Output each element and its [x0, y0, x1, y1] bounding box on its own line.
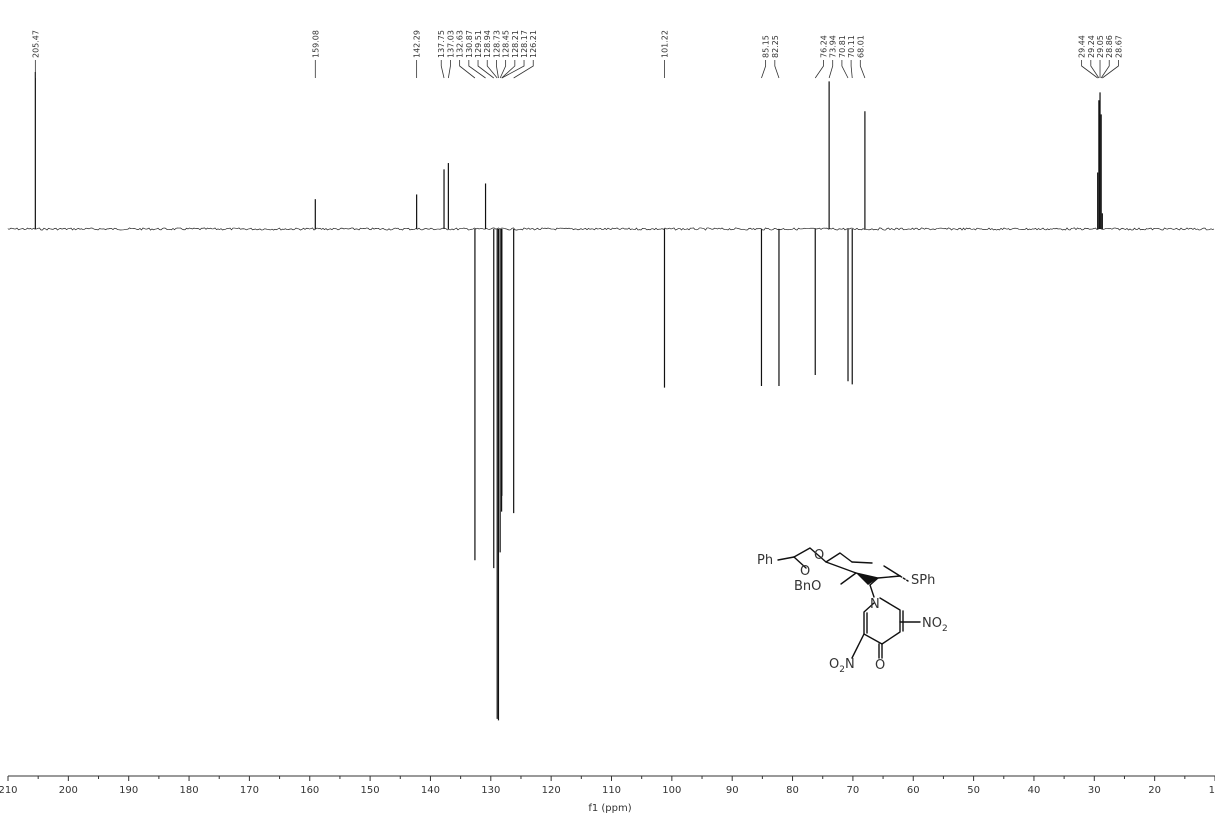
nitro-left-label: O2N [829, 657, 855, 675]
peak-label-leader [513, 60, 534, 79]
molecule-labels: Ph O O BnO SPh N NO2 O2N O [757, 548, 948, 675]
nitro-left-nitrogen: N [845, 657, 855, 672]
peak-label: 128.94 [483, 30, 492, 58]
peak-label: 159.08 [311, 30, 320, 58]
x-tick-label: 70 [847, 785, 860, 796]
peak-label: 29.44 [1078, 35, 1087, 58]
peak-label: 137.03 [446, 30, 455, 58]
x-tick-label: 50 [967, 785, 980, 796]
peak-label: 130.87 [465, 30, 474, 58]
peak-label: 76.24 [820, 35, 829, 58]
x-tick-label: 210 [0, 785, 18, 796]
peak-label: 29.05 [1096, 35, 1105, 58]
peak-label-leader [477, 60, 494, 79]
ketone-oxygen-label: O [875, 658, 885, 673]
peak-label-leader [496, 60, 499, 79]
x-tick-label: 40 [1028, 785, 1041, 796]
x-tick-label: 160 [300, 785, 319, 796]
peak-label-leader [1090, 60, 1100, 79]
peak-label: 128.73 [492, 30, 501, 58]
peak-label: 68.01 [856, 35, 865, 58]
peak-label-leader [468, 60, 486, 79]
peak-label-leader [841, 60, 849, 79]
x-tick-label: 80 [786, 785, 799, 796]
peak-label: 101.22 [660, 30, 669, 58]
benzyloxy-label: BnO [794, 579, 821, 594]
nitrogen-label: N [870, 597, 880, 612]
x-tick-label: 190 [119, 785, 138, 796]
peak-label: 70.81 [838, 35, 847, 58]
peak-label: 205.47 [31, 30, 40, 58]
peak-label-leader [828, 60, 834, 79]
molecule-structure [777, 547, 921, 659]
peak-label: 70.11 [847, 35, 856, 58]
peak-label: 128.45 [502, 30, 511, 58]
peak-label-leader [501, 60, 516, 79]
peak-label: 85.15 [762, 35, 771, 58]
peak-label-leader [814, 60, 824, 79]
peak-label: 28.67 [1114, 35, 1123, 58]
peak-label-leader [440, 60, 445, 79]
x-tick-label: 30 [1088, 785, 1101, 796]
peak-label: 128.21 [511, 30, 520, 58]
peak-label: 137.75 [437, 30, 446, 58]
peak-label-leader [1081, 60, 1098, 79]
x-tick-label: 60 [907, 785, 920, 796]
x-tick-label: 100 [662, 785, 681, 796]
peak-label-leader [447, 60, 451, 79]
peak-label: 129.51 [474, 30, 483, 58]
peak-label: 28.86 [1105, 35, 1114, 58]
peak-label: 126.21 [529, 30, 538, 58]
peak-label: 82.25 [771, 35, 780, 58]
peak-label-leader [501, 60, 525, 79]
nitro-left-subscript: 2 [839, 665, 845, 675]
peak-label-leader [499, 60, 507, 79]
peak-label-leader [1100, 60, 1110, 79]
peak-labels-layer: 205.47 159.08 142.29 137.75 137.03 132.63 130.… [31, 30, 1123, 79]
x-tick-label: 130 [481, 785, 500, 796]
x-tick-label: 10 [1209, 785, 1215, 796]
peak-label: 29.24 [1087, 35, 1096, 58]
acetal-oxygen-label: O [800, 564, 810, 579]
x-tick-label: 20 [1148, 785, 1161, 796]
ring-oxygen-label: O [814, 548, 824, 563]
peak-label-leader [486, 60, 498, 79]
peak-label-leader [459, 60, 476, 79]
x-tick-label: 120 [542, 785, 561, 796]
baseline-layer [7, 227, 1215, 231]
phenyl-label: Ph [757, 553, 773, 568]
x-axis-label: f1 (ppm) [588, 803, 631, 814]
peak-label: 128.17 [520, 30, 529, 58]
nitro-right-label: NO2 [922, 616, 948, 634]
x-tick-label: 180 [180, 785, 199, 796]
x-tick-label: 170 [240, 785, 259, 796]
x-tick-label: 110 [602, 785, 621, 796]
peak-label-leader [774, 60, 780, 79]
peak-label: 132.63 [456, 30, 465, 58]
nitro-right-subscript: 2 [942, 624, 948, 634]
peak-label-leader [1102, 60, 1119, 79]
x-axis: 210 200 190 180 170 160 150 140 130 120 110 100 90 80… [0, 775, 1215, 796]
peak-label: 142.29 [413, 30, 422, 58]
peaks-layer [34, 72, 1103, 721]
x-tick-label: 200 [59, 785, 78, 796]
x-tick-label: 140 [421, 785, 440, 796]
peak-label-leader [859, 60, 866, 79]
peak-label: 73.94 [829, 35, 838, 58]
thiophenyl-label: SPh [911, 573, 935, 588]
x-tick-label: 90 [726, 785, 739, 796]
x-tick-label: 150 [361, 785, 380, 796]
peak-label-leader [850, 60, 853, 79]
peak-label-leader [761, 60, 767, 79]
spectrum-baseline [7, 227, 1215, 231]
